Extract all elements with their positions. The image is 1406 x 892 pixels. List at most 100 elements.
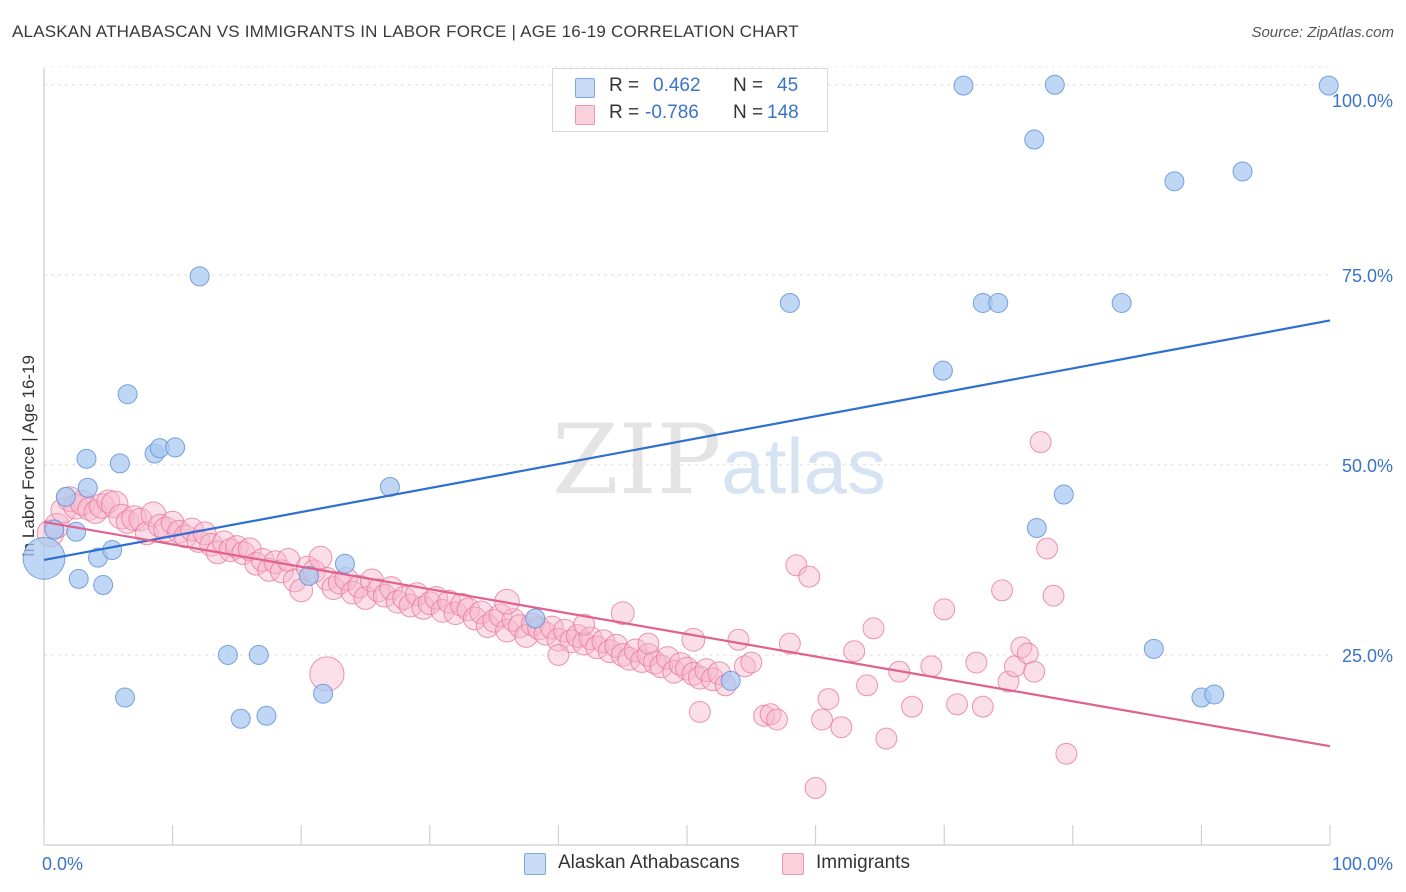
athabascan-point xyxy=(298,565,319,586)
athabascan-point xyxy=(1232,161,1253,182)
immigrant-point xyxy=(257,557,281,582)
y-tick-label: 25.0% xyxy=(1342,646,1393,666)
athabascan-point xyxy=(68,568,89,589)
y-tick-label: 75.0% xyxy=(1342,266,1393,286)
athabascan-point xyxy=(217,644,238,665)
athabascan-point xyxy=(117,384,138,405)
athabascan-point xyxy=(334,553,355,574)
athabascan-point xyxy=(1164,171,1185,192)
immigrant-point xyxy=(785,554,808,577)
athabascan-point xyxy=(93,575,114,596)
y-tick-label: 100.0% xyxy=(1332,91,1393,111)
legend-n-label: N = xyxy=(733,102,764,123)
immigrant-point xyxy=(766,708,788,731)
immigrant-point xyxy=(830,716,853,739)
immigrant-point xyxy=(933,598,956,621)
immigrant-point xyxy=(688,701,711,723)
athabascan-point xyxy=(189,266,210,287)
immigrant-point xyxy=(347,574,371,599)
athabascan-point xyxy=(165,437,186,458)
immigrant-point xyxy=(991,579,1014,602)
athabascan-point xyxy=(932,360,953,381)
athabascan-point xyxy=(77,477,98,498)
immigrant-point xyxy=(856,674,878,697)
stats-legend: R = 0.462 N = 45 R = -0.786 N = 148 xyxy=(552,68,828,132)
athabascan-trend-line xyxy=(43,319,1331,562)
athabascan-point xyxy=(1204,684,1225,705)
immigrant-point xyxy=(655,646,680,670)
athabascan-point xyxy=(115,687,136,708)
athabascan-point xyxy=(988,292,1009,313)
immigrant-point xyxy=(740,651,763,674)
immigrant-point xyxy=(778,632,801,655)
immigrant-point xyxy=(946,693,969,716)
athabascan-point xyxy=(1053,484,1074,505)
x-tick-label: 0.0% xyxy=(42,854,83,874)
athabascan-point xyxy=(720,670,741,691)
source-label: Source: ZipAtlas.com xyxy=(1251,24,1394,41)
immigrant-point xyxy=(270,559,294,584)
immigrant-point xyxy=(811,708,833,731)
athabascan-point xyxy=(1111,292,1132,313)
immigrant-point xyxy=(488,603,513,628)
immigrant-point xyxy=(565,624,590,648)
athabascan-point xyxy=(1026,517,1047,538)
immigrant-point xyxy=(398,593,423,618)
immigrants-legend-swatch xyxy=(782,853,804,875)
legend-r-value: 0.462 xyxy=(653,75,701,96)
immigrants-swatch xyxy=(575,105,595,125)
athabascan-legend-label: Alaskan Athabascans xyxy=(558,852,740,873)
immigrant-point xyxy=(965,651,988,674)
x-tick-label: 100.0% xyxy=(1332,854,1393,874)
immigrant-point xyxy=(668,652,693,676)
immigrant-point xyxy=(411,595,436,620)
immigrant-point xyxy=(192,521,217,546)
immigrant-point xyxy=(843,640,866,663)
immigrant-point xyxy=(1010,636,1033,659)
legend-n-value: 45 xyxy=(777,75,799,96)
immigrant-point xyxy=(140,501,167,528)
athabascan-point xyxy=(256,705,277,726)
athabascan-point xyxy=(1024,129,1045,150)
immigrant-point xyxy=(372,583,397,608)
legend-r-label: R = xyxy=(609,75,640,96)
immigrant-point xyxy=(610,601,635,626)
athabascan-point xyxy=(55,486,76,507)
legend-n-label: N = xyxy=(733,75,764,96)
immigrant-point xyxy=(237,537,262,562)
legend-r-value: -0.786 xyxy=(645,102,699,123)
athabascan-point xyxy=(779,292,800,313)
immigrant-point xyxy=(100,490,129,519)
immigrant-point xyxy=(1029,431,1052,454)
athabascan-point xyxy=(66,521,87,542)
immigrant-point xyxy=(875,727,898,750)
immigrant-point xyxy=(1036,537,1059,560)
immigrant-point xyxy=(649,654,674,679)
immigrant-point xyxy=(733,655,756,678)
athabascan-legend-swatch xyxy=(524,853,546,875)
immigrant-point xyxy=(469,600,494,625)
immigrant-point xyxy=(1055,742,1078,765)
chart-title: ALASKAN ATHABASCAN VS IMMIGRANTS IN LABO… xyxy=(12,22,799,41)
athabascan-point xyxy=(248,644,269,665)
immigrant-point xyxy=(901,695,923,718)
immigrant-point xyxy=(547,644,570,666)
immigrant-point xyxy=(862,617,885,640)
athabascan-point xyxy=(102,540,123,561)
immigrant-point xyxy=(308,545,333,570)
immigrant-point xyxy=(573,613,596,636)
immigrant-point xyxy=(681,627,706,652)
immigrant-point xyxy=(1023,660,1046,683)
immigrant-point xyxy=(804,777,827,799)
athabascan-swatch xyxy=(575,78,595,98)
athabascan-point xyxy=(76,448,97,469)
athabascan-point xyxy=(1044,74,1065,95)
athabascan-point xyxy=(22,537,66,580)
immigrant-point xyxy=(920,655,943,678)
immigrants-legend-label: Immigrants xyxy=(816,852,910,873)
immigrant-point xyxy=(753,704,776,727)
legend-n-value: 148 xyxy=(767,102,799,123)
immigrant-point xyxy=(637,632,660,655)
athabascan-point xyxy=(230,708,251,729)
